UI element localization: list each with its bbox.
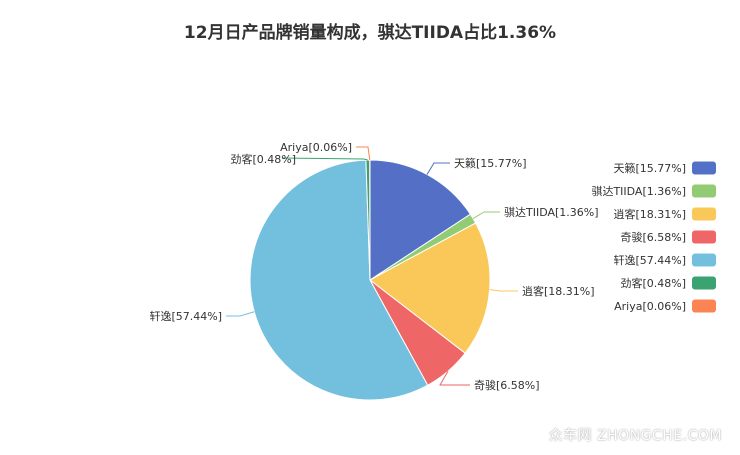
pie-slice-label: 天籁[15.77%] [454,156,527,170]
legend-item[interactable]: 劲客[0.48%] [620,276,716,290]
label-leader-line [439,370,470,386]
pie-slice-label: 奇骏[6.58%] [474,378,540,392]
label-leader-line [472,211,500,220]
legend-swatch [692,253,716,267]
pie-slice-label: Ariya[0.06%] [280,141,352,154]
watermark: 众车网 ZHONGCHE.COM [548,428,722,444]
label-leader-line [489,289,518,292]
pie-slice[interactable] [249,159,429,401]
legend-item[interactable]: Ariya[0.06%] [614,299,716,314]
legend-swatch [692,161,716,175]
legend-label: Ariya[0.06%] [614,300,686,313]
label-leader-line [356,146,371,161]
legend-item[interactable]: 逍客[18.31%] [613,207,716,221]
legend-item[interactable]: 天籁[15.77%] [613,161,716,175]
pie-slice-label: 轩逸[57.44%] [149,309,222,323]
legend-item[interactable]: 奇骏[6.58%] [620,230,716,244]
legend-label: 逍客[18.31%] [613,207,686,221]
legend-label: 轩逸[57.44%] [613,253,686,267]
legend-item[interactable]: 骐达TIIDA[1.36%] [591,184,716,199]
legend-swatch [692,230,716,244]
pie-slice-label: 逍客[18.31%] [522,284,595,298]
pie-labels: 天籁[15.77%] 骐达TIIDA[1.36%] 逍客[18.31%] 奇骏[6.5… [149,141,598,392]
legend-swatch [692,207,716,221]
legend-swatch [692,184,716,198]
legend-item[interactable]: 轩逸[57.44%] [613,253,716,267]
legend-swatch [692,276,716,290]
label-leader-line [426,162,450,175]
label-leader-line [226,311,255,317]
label-leader-line [281,157,368,161]
legend-label: 劲客[0.48%] [620,276,686,290]
pie-slice-label: 劲客[0.48%] [230,152,296,166]
legend-label: 奇骏[6.58%] [620,230,686,244]
pie-slice-label: 骐达TIIDA[1.36%] [504,206,599,219]
legend-label: 骐达TIIDA[1.36%] [591,185,686,198]
chart-title: 12月日产品牌销量构成，骐达TIIDA占比1.36% [183,23,557,43]
pie-slices [249,159,491,401]
legend-label: 天籁[15.77%] [613,161,686,175]
legend: 天籁[15.77%] 骐达TIIDA[1.36%] 逍客[18.31%] 奇骏[6.5… [591,161,716,313]
legend-swatch [692,299,716,313]
